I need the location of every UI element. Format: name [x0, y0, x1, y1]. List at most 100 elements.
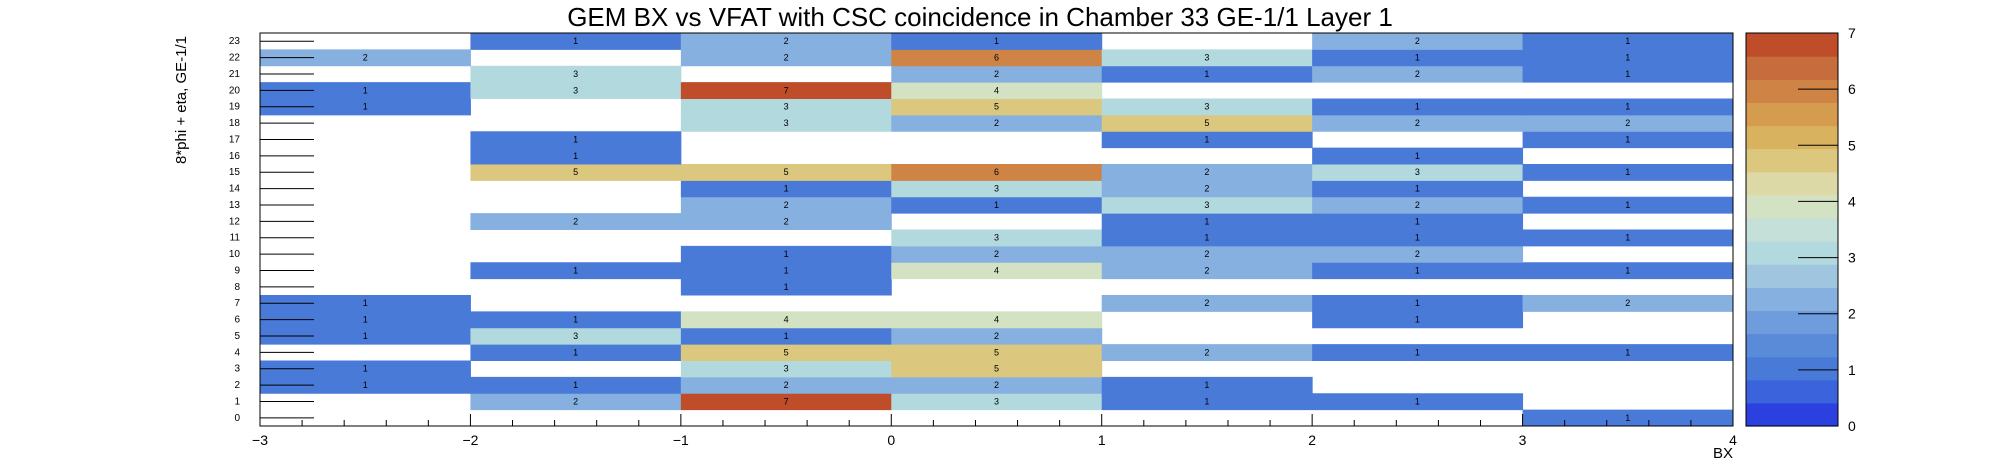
cell-value-label: 2: [1204, 347, 1209, 357]
heatmap-cell: [1522, 229, 1734, 247]
cell-value-label: 2: [1415, 69, 1420, 79]
y-tick-label: 14: [229, 184, 241, 195]
y-tick-label: 7: [234, 298, 240, 309]
x-tick-label: 0: [887, 432, 895, 448]
cell-value-label: 1: [1415, 396, 1420, 406]
heatmap-cell: [1522, 33, 1734, 50]
cell-value-label: 1: [1625, 413, 1630, 423]
heatmap-cell-labels: 2 7 3 1 1 1 1 2 2 1 1 3 5 1 5 5 2 1 1 1 3 1 2 1 1 4 4 1 1 2 1 2 1 1 1 4 2 1 1 1…: [363, 36, 1631, 423]
heatmap-cell: [680, 164, 892, 181]
heatmap-cell: [891, 262, 1103, 280]
heatmap-cell: [1101, 393, 1313, 411]
cell-value-label: 2: [573, 216, 578, 226]
cell-value-label: 1: [1625, 53, 1630, 63]
cell-value-label: 4: [784, 315, 789, 325]
color-scale-tick-label: 1: [1848, 362, 1856, 378]
cell-value-label: 2: [994, 249, 999, 259]
cell-value-label: 1: [994, 200, 999, 210]
x-tick-label: −2: [462, 432, 478, 448]
y-tick-label: 11: [230, 233, 241, 244]
cell-value-label: 5: [784, 347, 789, 357]
heatmap-cell: [260, 376, 471, 394]
y-tick-label: 3: [234, 364, 240, 375]
color-scale-segment: [1746, 310, 1838, 335]
heatmap-cell: [260, 98, 471, 116]
heatmap-cell: [891, 49, 1103, 67]
cell-value-label: 1: [573, 347, 578, 357]
heatmap-cell: [1522, 114, 1734, 132]
cell-value-label: 2: [784, 36, 789, 46]
cell-value-label: 5: [994, 364, 999, 374]
heatmap-cell: [1522, 49, 1734, 67]
heatmap-cell: [1312, 262, 1524, 280]
color-scale-tick-label: 5: [1848, 137, 1856, 153]
color-scale-segment: [1746, 79, 1838, 103]
plot-frame: [259, 32, 1734, 427]
cell-value-label: 2: [573, 396, 578, 406]
heatmap-cell: [891, 65, 1103, 83]
heatmap-cell: [680, 376, 892, 394]
cell-value-label: 2: [994, 118, 999, 128]
color-scale-tick-label: 0: [1848, 418, 1856, 434]
cell-value-label: 1: [573, 265, 578, 275]
heatmap-cell: [1101, 262, 1313, 280]
heatmap-cell: [891, 196, 1103, 214]
heatmap-cell: [1522, 344, 1734, 361]
cell-value-label: 3: [573, 69, 578, 79]
y-tick-label: 17: [229, 134, 241, 145]
heatmap-cell: [1522, 295, 1734, 312]
cell-value-label: 3: [784, 102, 789, 112]
heatmap-cell: [680, 360, 892, 378]
heatmap-cell: [1101, 114, 1313, 132]
cell-value-label: 1: [1625, 200, 1630, 210]
cell-value-label: 1: [363, 298, 368, 308]
color-scale-segment: [1746, 241, 1838, 265]
heatmap-cell: [891, 311, 1103, 329]
heatmap-cell: [470, 131, 682, 149]
cell-value-label: 2: [994, 380, 999, 390]
heatmap-cell: [891, 229, 1103, 247]
color-scale-segment: [1746, 287, 1838, 312]
cell-value-label: 3: [1204, 53, 1209, 63]
color-scale-tick-label: 4: [1848, 193, 1856, 209]
heatmap-cell: [680, 327, 892, 345]
y-tick-label: 18: [229, 118, 241, 129]
heatmap-cell: [1312, 147, 1524, 165]
y-tick-label: 10: [229, 249, 241, 260]
cell-value-label: 3: [994, 233, 999, 243]
cell-value-label: 1: [1415, 265, 1420, 275]
cell-value-label: 3: [994, 396, 999, 406]
cell-value-label: 2: [1204, 265, 1209, 275]
y-tick-label: 6: [234, 315, 240, 326]
heatmap-cell: [1522, 98, 1734, 116]
cell-value-label: 1: [1625, 167, 1630, 177]
cell-value-label: 1: [1415, 151, 1420, 161]
color-scale-segment: [1746, 56, 1838, 80]
color-scale-segment: [1746, 148, 1838, 173]
cell-value-label: 1: [1415, 53, 1420, 63]
color-scale-tick-label: 3: [1848, 250, 1856, 266]
cell-value-label: 2: [1204, 167, 1209, 177]
cell-value-label: 4: [994, 85, 999, 95]
cell-value-label: 1: [1415, 102, 1420, 112]
color-scale-tick-label: 7: [1848, 25, 1856, 41]
y-tick-label: 16: [229, 151, 241, 162]
color-scale-segment: [1746, 102, 1838, 127]
cell-value-label: 1: [1415, 347, 1420, 357]
cell-value-label: 6: [994, 53, 999, 63]
y-tick-label: 21: [229, 69, 241, 80]
heatmap-cell: [1101, 65, 1313, 83]
y-tick-label: 20: [229, 85, 241, 96]
heatmap-cell: [260, 82, 471, 99]
cell-value-label: 1: [363, 364, 368, 374]
cell-value-label: 7: [784, 396, 789, 406]
heatmap-cell: [1312, 33, 1524, 50]
cell-value-label: 2: [784, 380, 789, 390]
y-tick-label: 8: [234, 282, 240, 293]
heatmap-cell: [680, 213, 892, 230]
cell-value-label: 1: [573, 151, 578, 161]
x-tick-label: 4: [1729, 432, 1737, 448]
heatmap-cell: [1101, 376, 1313, 394]
